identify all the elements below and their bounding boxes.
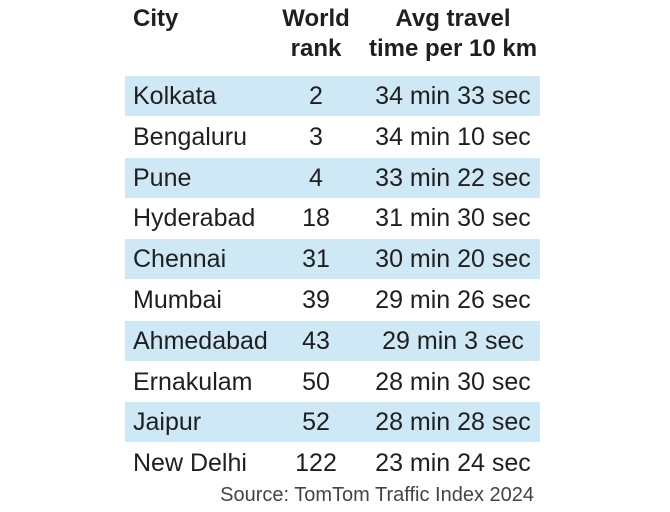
table-row: Hyderabad 18 31 min 30 sec [125,198,540,238]
city-cell: Chennai [133,245,227,274]
city-cell: Ahmedabad [133,326,268,355]
travel-time-cell: 29 min 3 sec [382,326,524,355]
world-rank-cell: 4 [309,163,323,192]
table-row: Bengaluru 3 34 min 10 sec [125,117,540,157]
world-rank-cell: 18 [302,204,330,233]
table-row: Pune 4 33 min 22 sec [125,157,540,198]
city-cell: Ernakulam [133,367,253,396]
table-row: Jaipur 52 28 min 28 sec [125,402,540,443]
world-rank-cell: 2 [309,82,323,110]
source-note: Source: TomTom Traffic Index 2024 [220,484,534,506]
world-rank-cell: 52 [302,408,330,437]
table-row: Ahmedabad 43 29 min 3 sec [125,320,540,361]
city-cell: Pune [133,163,192,192]
table-row: New Delhi 122 23 min 24 sec [125,443,540,483]
world-rank-cell: 50 [302,367,330,396]
header-world-rank-line-2: rank [290,35,342,62]
world-rank-cell: 39 [302,285,330,314]
city-cell: Mumbai [133,285,222,314]
travel-time-cell: 28 min 30 sec [375,367,531,396]
travel-time-cell: 29 min 26 sec [375,285,531,314]
travel-time-cell: 34 min 33 sec [375,82,531,110]
table-row: Kolkata 2 34 min 33 sec [125,76,540,116]
header-avg-travel-time-line-1: Avg travel [395,5,511,32]
table-header: City World rank Avg travel time per 10 k… [125,0,540,76]
city-cell: Kolkata [133,82,217,110]
city-cell: Hyderabad [133,204,256,233]
world-rank-cell: 43 [302,326,330,355]
header-avg-travel-time-line-2: time per 10 km [368,35,538,62]
travel-time-cell: 23 min 24 sec [375,449,531,478]
header-world-rank: World rank [273,4,359,64]
travel-time-cell: 31 min 30 sec [375,204,531,233]
travel-time-cell: 34 min 10 sec [375,122,531,151]
city-cell: Bengaluru [133,122,247,151]
table-row: Ernakulam 50 28 min 30 sec [125,362,540,402]
city-traffic-table: City World rank Avg travel time per 10 k… [125,0,540,484]
travel-time-cell: 28 min 28 sec [375,408,531,437]
world-rank-cell: 122 [295,449,337,478]
world-rank-cell: 31 [302,245,330,274]
city-cell: New Delhi [133,449,247,478]
travel-time-cell: 30 min 20 sec [375,245,531,274]
table-row: Chennai 31 30 min 20 sec [125,239,540,280]
header-avg-travel-time: Avg travel time per 10 km [367,4,539,64]
header-city: City [133,5,179,32]
table-row: Mumbai 39 29 min 26 sec [125,280,540,320]
header-world-rank-line-1: World [282,5,350,32]
city-cell: Jaipur [133,408,202,437]
travel-time-cell: 33 min 22 sec [375,163,531,192]
world-rank-cell: 3 [309,122,323,151]
